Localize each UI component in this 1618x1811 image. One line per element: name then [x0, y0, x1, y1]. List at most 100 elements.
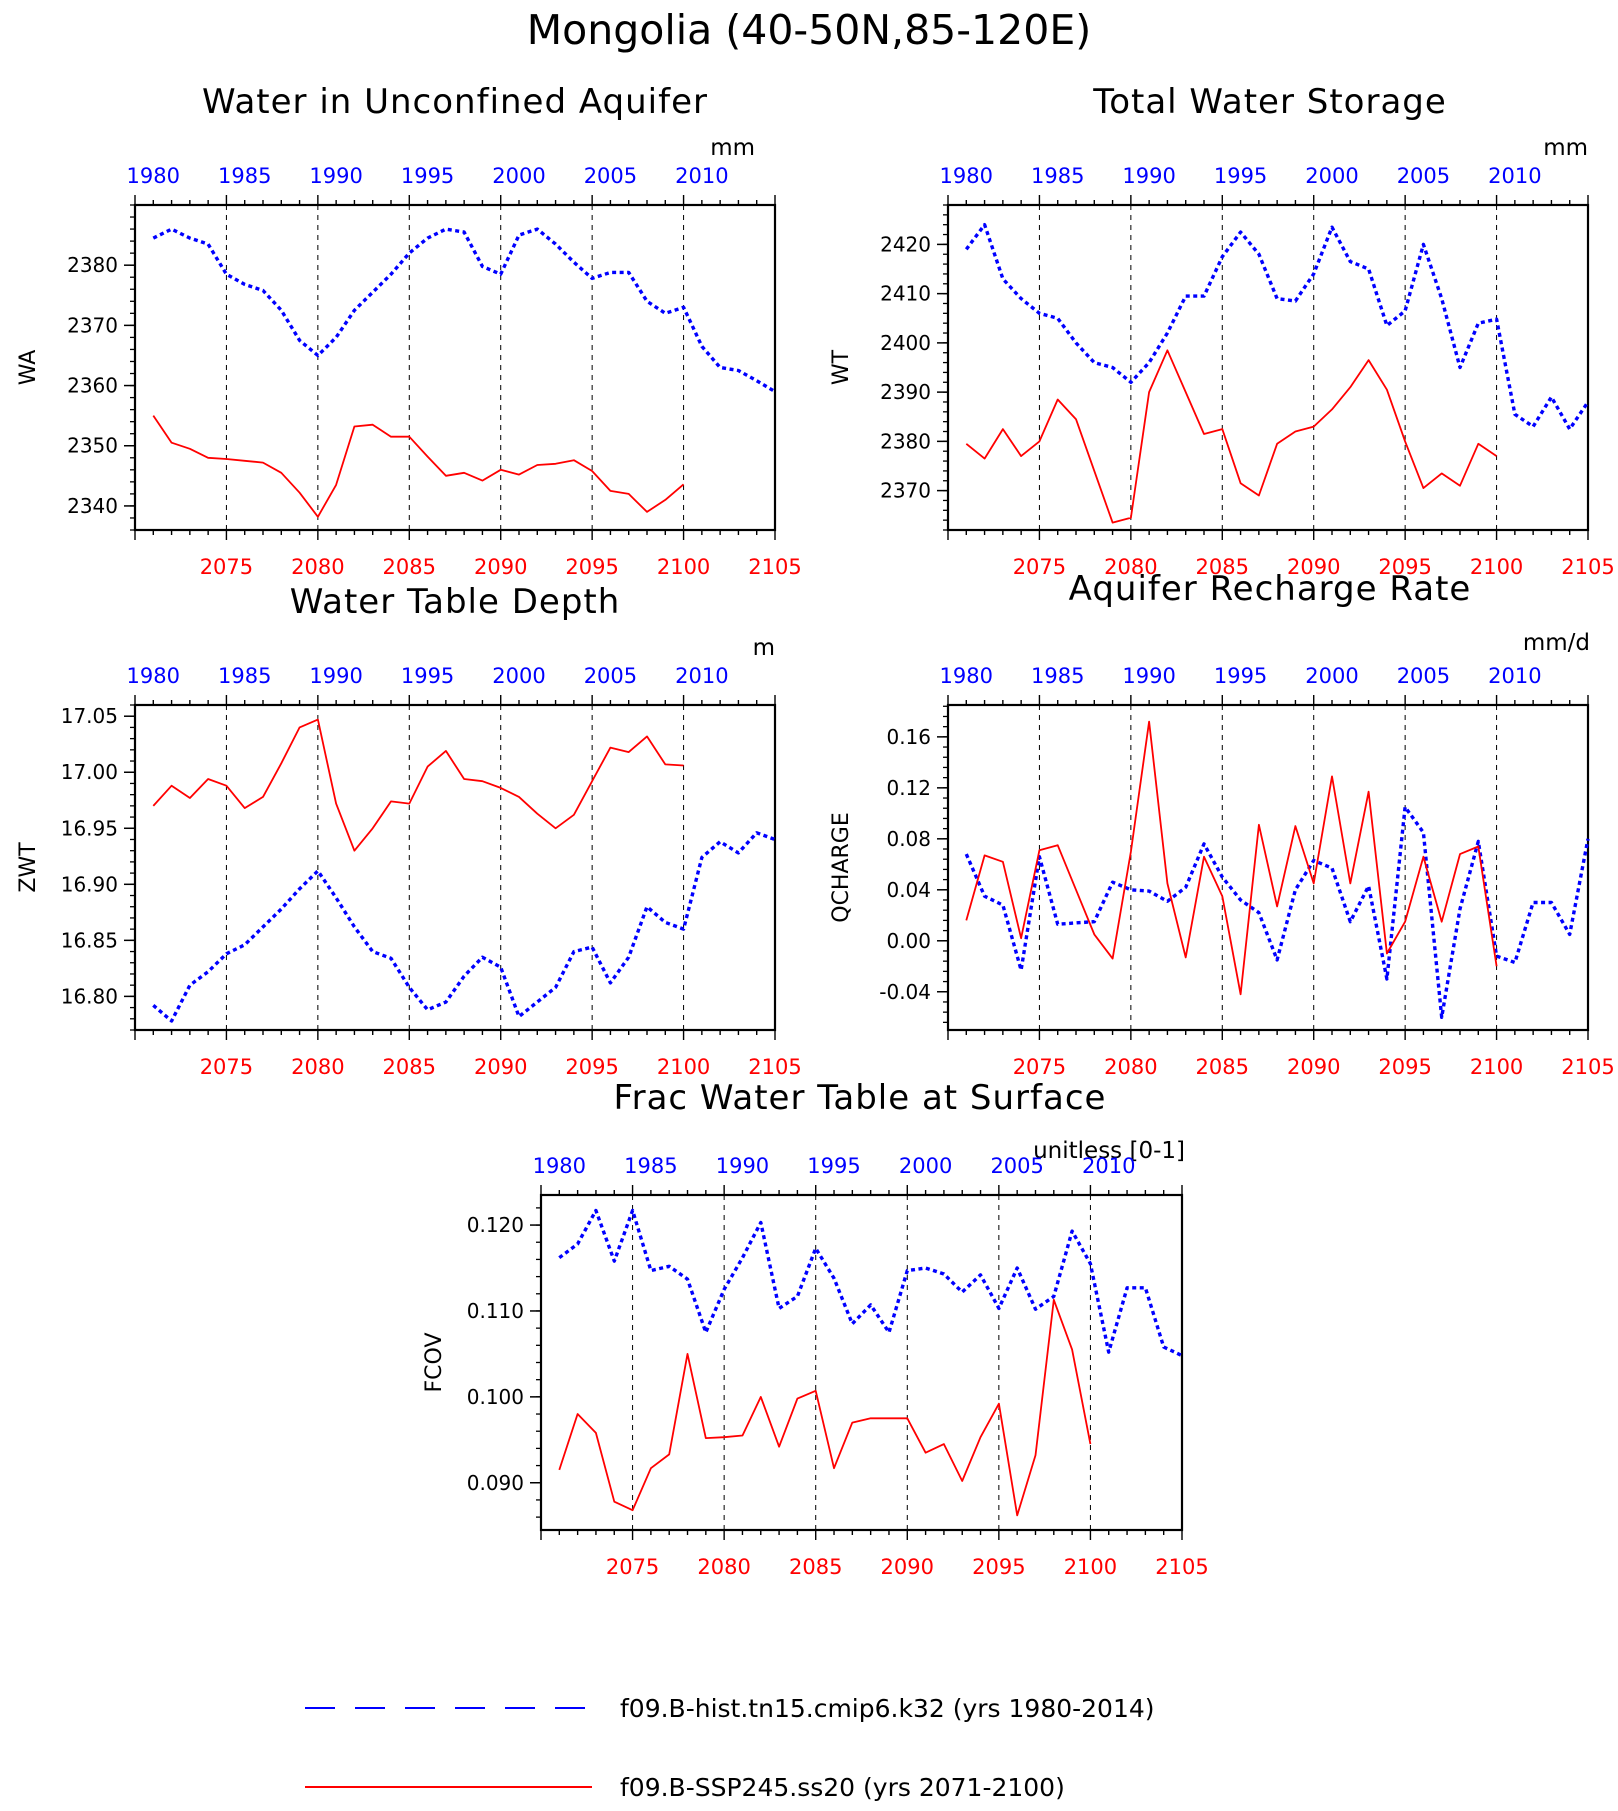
y-tick-label: 2410 [880, 282, 931, 306]
y-tick-label: 2400 [880, 331, 931, 355]
series-line-future [965, 349, 1498, 524]
x-tick-label-top: 2010 [1082, 1154, 1135, 1178]
y-tick-label: 2370 [880, 479, 931, 503]
y-tick-label: 0.090 [467, 1471, 524, 1495]
x-tick-label-bottom: 2095 [565, 555, 618, 579]
x-tick-label-bottom: 2100 [657, 555, 710, 579]
y-tick-label: 17.05 [61, 704, 118, 728]
series-line-historical [964, 805, 1590, 1019]
x-tick-label-top: 1980 [940, 664, 993, 688]
y-axis-label: ZWT [16, 842, 41, 893]
unit-label: m [753, 635, 775, 661]
series-line-historical [964, 222, 1590, 431]
x-tick-label-top: 1985 [1031, 664, 1084, 688]
y-axis-label: WT [829, 349, 854, 385]
x-tick-label-top: 2005 [1397, 164, 1450, 188]
plot-frame [539, 1193, 1184, 1532]
x-tick-label-top: 1990 [1122, 664, 1175, 688]
legend-label-future: f09.B-SSP245.ss20 (yrs 2071-2100) [620, 1773, 1065, 1802]
y-tick-label: 16.95 [61, 816, 118, 840]
chart-panel-5: Frac Water Table at Surface unitless [0-1… [422, 1078, 1209, 1579]
x-tick-label-bottom: 2080 [1104, 555, 1157, 579]
series-line-historical [152, 831, 776, 1023]
x-tick-label-top: 1990 [1122, 164, 1175, 188]
y-tick-label: 0.16 [886, 725, 931, 749]
x-tick-label-top: 1995 [1214, 664, 1267, 688]
x-tick-label-top: 1980 [127, 164, 180, 188]
x-tick-label-bottom: 2100 [1470, 555, 1523, 579]
x-tick-label-top: 1995 [807, 1154, 860, 1178]
chart-panel-3: Water Table Depth m 1980 1985 1990 1995 2000 20… [16, 582, 802, 1079]
x-tick-label-bottom: 2080 [291, 555, 344, 579]
y-tick-label: 2380 [67, 253, 118, 277]
x-tick-label-bottom: 2085 [1196, 1055, 1249, 1079]
series-line-future [965, 720, 1498, 996]
x-tick-label-bottom: 2075 [606, 1555, 659, 1579]
x-tick-label-top: 1980 [127, 664, 180, 688]
plot-frame [133, 703, 777, 1032]
y-tick-label: 0.00 [886, 929, 931, 953]
panel-title: Aquifer Recharge Rate [1069, 569, 1472, 609]
x-tick-label-top: 2000 [492, 664, 545, 688]
y-tick-label: 2340 [67, 494, 118, 518]
x-tick-label-bottom: 2080 [291, 1055, 344, 1079]
x-tick-label-bottom: 2090 [474, 1055, 527, 1079]
x-tick-label-bottom: 2100 [657, 1055, 710, 1079]
series-line-future [152, 718, 684, 852]
y-tick-label: 2350 [67, 434, 118, 458]
x-tick-label-top: 2005 [1397, 664, 1450, 688]
x-tick-label-top: 2010 [1488, 664, 1541, 688]
x-tick-label-top: 2005 [990, 1154, 1043, 1178]
y-tick-label: 0.100 [467, 1385, 524, 1409]
x-tick-label-top: 2005 [584, 164, 637, 188]
y-tick-label: 2420 [880, 232, 931, 256]
x-tick-label-bottom: 2095 [972, 1555, 1025, 1579]
x-tick-label-top: 2005 [584, 664, 637, 688]
y-tick-label: 2360 [67, 374, 118, 398]
y-tick-label: 2380 [880, 429, 931, 453]
x-tick-label-top: 1985 [218, 164, 271, 188]
x-tick-label-bottom: 2100 [1470, 1055, 1523, 1079]
x-tick-label-bottom: 2105 [748, 1055, 801, 1079]
legend: f09.B-hist.tn15.cmip6.k32 (yrs 1980-2014… [305, 1694, 1155, 1802]
series-line-future [558, 1298, 1092, 1517]
x-tick-label-top: 2000 [492, 164, 545, 188]
plot-frame [133, 203, 777, 532]
x-tick-label-top: 1985 [218, 664, 271, 688]
x-tick-label-bottom: 2095 [1378, 555, 1431, 579]
chart-panel-4: Aquifer Recharge Rate mm/d 1980 1985 1990 199… [829, 569, 1615, 1079]
x-tick-label-top: 2010 [675, 164, 728, 188]
y-tick-label: 0.120 [467, 1213, 524, 1237]
x-tick-label-top: 2010 [1488, 164, 1541, 188]
y-tick-label: 2390 [880, 380, 931, 404]
x-tick-label-bottom: 2105 [748, 555, 801, 579]
series-line-future [152, 415, 685, 518]
x-tick-label-bottom: 2100 [1064, 1555, 1117, 1579]
y-tick-label: 0.110 [467, 1299, 524, 1323]
x-tick-label-top: 1995 [401, 664, 454, 688]
x-tick-label-bottom: 2090 [881, 1555, 934, 1579]
y-tick-label: 16.80 [61, 984, 118, 1008]
x-tick-label-bottom: 2085 [789, 1555, 842, 1579]
series-line-historical [558, 1208, 1183, 1358]
unit-label: mm/d [1523, 630, 1590, 656]
x-tick-label-bottom: 2105 [1561, 555, 1614, 579]
x-tick-label-bottom: 2085 [1196, 555, 1249, 579]
x-tick-label-bottom: 2095 [565, 1055, 618, 1079]
x-tick-label-top: 2000 [1305, 164, 1358, 188]
x-tick-label-bottom: 2075 [1013, 555, 1066, 579]
x-tick-label-top: 1985 [1031, 164, 1084, 188]
x-tick-label-bottom: 2105 [1155, 1555, 1208, 1579]
x-tick-label-top: 1980 [940, 164, 993, 188]
y-tick-label: 16.90 [61, 872, 118, 896]
unit-label: unitless [0-1] [1033, 1138, 1185, 1164]
figure-title: Mongolia (40-50N,85-120E) [527, 6, 1091, 54]
x-tick-label-bottom: 2080 [1104, 1055, 1157, 1079]
x-tick-label-bottom: 2090 [474, 555, 527, 579]
x-tick-label-top: 1990 [309, 164, 362, 188]
panel-title: Total Water Storage [1092, 82, 1447, 122]
y-tick-label: 0.04 [886, 878, 931, 902]
